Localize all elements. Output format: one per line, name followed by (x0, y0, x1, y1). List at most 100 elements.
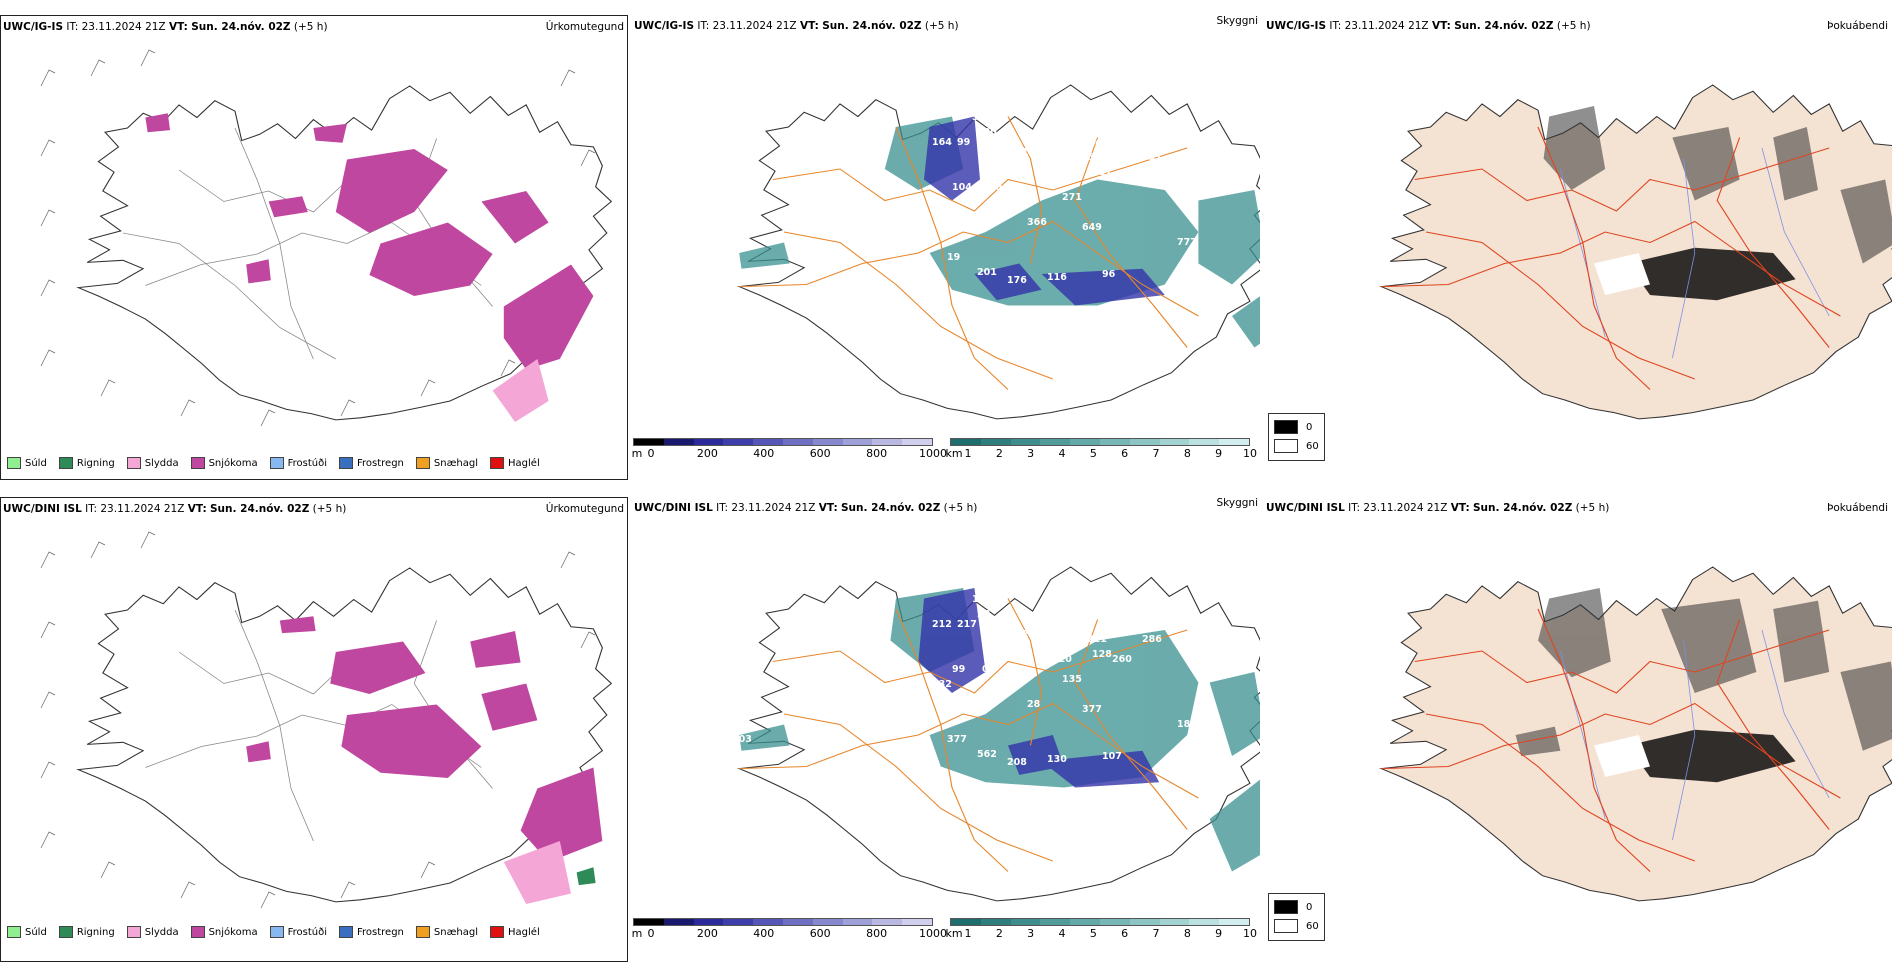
legend-item: Snjókoma (190, 926, 258, 938)
fog-areas (1515, 588, 1892, 756)
cloud-base-label: 03 (982, 664, 995, 675)
legend-swatch (7, 926, 21, 938)
colorbar-cell (663, 919, 694, 925)
precip-panel-bottom: UWC/DINI ISL IT: 23.11.2024 21Z VT: Sun.… (0, 497, 628, 962)
legend-item: Rigning (58, 457, 115, 469)
colorbar-tick: 10 (1243, 447, 1257, 460)
rivers (1560, 147, 1830, 359)
colorbar-cell (872, 919, 903, 925)
visibility-colorbar: km 1 2 3 4 5 6 7 8 9 10 (945, 918, 1257, 940)
panel-header: UWC/DINI ISL IT: 23.11.2024 21Z VT: Sun.… (3, 503, 347, 515)
precip-panel-top: UWC/IG-IS IT: 23.11.2024 21Z VT: Sun. 24… (0, 15, 628, 480)
colorbar-cell (1070, 439, 1100, 445)
fog-map (1380, 566, 1892, 902)
colorbar-cell (1159, 439, 1190, 445)
precip-legend: Súld Rigning Slydda Snjókoma Frostúði Fr… (7, 457, 540, 469)
colorbar-tick: 2 (995, 447, 1003, 460)
cloud-base-label: 211 (1087, 634, 1107, 645)
colorbar-tick: 1000 (919, 447, 947, 460)
cloud-base-label: 337 (1142, 152, 1162, 163)
legend-swatch (190, 926, 205, 938)
panel-header: UWC/DINI ISL IT: 23.11.2024 21Z VT: Sun.… (634, 502, 978, 514)
cloud-base-label: 130 (977, 127, 997, 138)
cloud-base-label: 107 (1102, 751, 1122, 762)
wind-barbs (40, 531, 596, 909)
colorbar-tick: 400 (753, 927, 775, 940)
cloud-base-label: 176 (1007, 275, 1027, 286)
roads (1381, 608, 1841, 872)
cloud-base-label: 130 (1047, 754, 1067, 765)
fog-map (1380, 84, 1892, 420)
visibility-cells (950, 918, 1250, 926)
legend-item: Slydda (126, 457, 179, 469)
colorbar-cell (1129, 439, 1160, 445)
cloud-base-label: 23 (977, 609, 990, 620)
colorbar-cell (782, 439, 813, 445)
legend-swatch (58, 926, 73, 938)
colorbar-cell (980, 439, 1011, 445)
colorbar-cell (842, 439, 873, 445)
cloud-base-ticks: m 0 200 400 600 800 1000 (632, 927, 947, 940)
cloud-base-label: 777 (1177, 237, 1197, 248)
colorbar-tick: 8 (1183, 927, 1191, 940)
cloud-base-label: 96 (1102, 269, 1116, 280)
colorbar-tick: 3 (1027, 927, 1035, 940)
cloud-base-label: 212 (932, 619, 952, 630)
colorbar-cell (951, 919, 981, 925)
colorbar-cell (902, 439, 932, 445)
legend-swatch (339, 926, 353, 938)
cloud-base-label: 176 (972, 594, 992, 605)
colorbar-cell (634, 919, 664, 925)
visibility-panel-bottom: UWC/DINI ISL IT: 23.11.2024 21Z VT: Sun.… (632, 497, 1260, 962)
colorbar-tick: 7 (1152, 447, 1160, 460)
cloud-base-label: 260 (1112, 654, 1132, 665)
cloud-base-label: 601 (1087, 152, 1107, 163)
cloud-base-label: 220 (1052, 654, 1072, 665)
cloud-base-ticks: m 0 200 400 600 800 1000 (631, 447, 947, 460)
visibility-colorbar: km 1 2 3 4 5 6 7 8 9 10 (945, 438, 1257, 460)
cloud-base-label: 28 (1027, 699, 1041, 710)
roads (739, 598, 1199, 872)
colorbar-cell (693, 439, 724, 445)
legend-item: Súld (7, 457, 47, 469)
cloud-base-label: 649 (1082, 222, 1102, 233)
fog-scale-box: 0 60 (1268, 413, 1325, 461)
colorbar-cell (753, 919, 783, 925)
panel-header: UWC/IG-IS IT: 23.11.2024 21Z VT: Sun. 24… (3, 21, 328, 33)
snow-areas (145, 113, 594, 370)
cloud-base-label: 562 (977, 749, 997, 760)
colorbar-tick: 600 (809, 447, 831, 460)
cloud-base-label: 377 (1082, 704, 1102, 715)
panel-title: Úrkomutegund (545, 21, 624, 33)
cloud-base-colorbar: m 0 200 400 600 800 1000 (631, 438, 947, 460)
legend-swatch (269, 926, 284, 938)
fog-panel-bottom: UWC/DINI ISL IT: 23.11.2024 21Z VT: Sun.… (1264, 497, 1892, 962)
colorbar-cell (753, 439, 783, 445)
colorbar-cell (872, 439, 903, 445)
colorbar-tick: 1000 (919, 927, 947, 940)
cloud-base-label: 286 (1142, 634, 1162, 645)
colorbar-unit: m (631, 447, 643, 460)
cloud-base-label: 564 (1082, 137, 1102, 148)
legend-swatch (190, 457, 205, 469)
legend-swatch (126, 457, 141, 469)
legend-item: Haglél (490, 457, 540, 469)
colorbar-cell (1010, 919, 1041, 925)
cloud-base-label: 18 (892, 739, 906, 750)
colorbar-cell (1099, 439, 1130, 445)
legend-item: Frostregn (339, 926, 404, 938)
colorbar-cell (1189, 919, 1220, 925)
colorbar-cell (634, 439, 664, 445)
cloud-base-cells (633, 918, 933, 926)
panel-title: Þokuábendi (1827, 502, 1888, 514)
legend-swatch (58, 457, 73, 469)
visibility-cells (950, 438, 1250, 446)
panel-title: Þokuábendi (1827, 20, 1888, 32)
cloud-base-label: 98 (932, 197, 946, 208)
colorbar-cell (902, 919, 932, 925)
cloud-base-label: 234 (1052, 172, 1072, 183)
legend-item: Rigning (58, 926, 115, 938)
legend-swatch (490, 457, 505, 469)
panel-title: Skyggni (1216, 15, 1259, 27)
